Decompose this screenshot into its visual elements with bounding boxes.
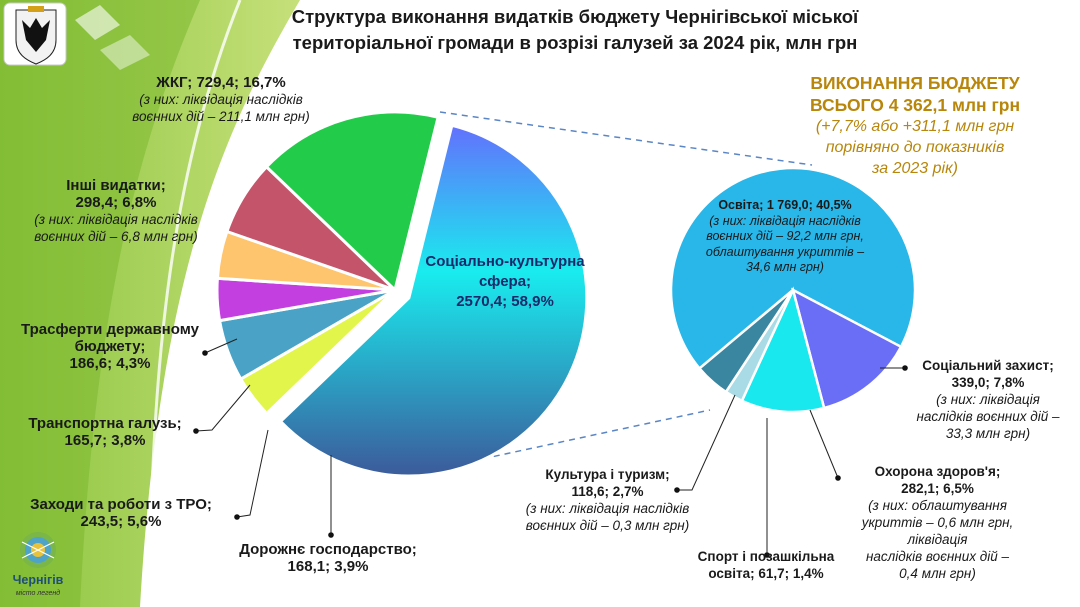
breakdown-slice-культура-і-туризм <box>697 289 795 394</box>
leader-dot <box>764 552 770 558</box>
logo-city-name: Чернігів <box>13 573 64 587</box>
pie-slice-жкг <box>264 110 440 293</box>
city-coat-of-arms <box>3 2 67 66</box>
main-pie <box>215 110 589 478</box>
connector-line <box>439 111 813 166</box>
leader-line <box>809 409 839 479</box>
budget-total-headline: ВИКОНАННЯ БЮДЖЕТУ ВСЬОГО 4 362,1 млн грн <box>809 73 1021 115</box>
label-leader-lines <box>193 338 908 558</box>
label-education: Освіта; 1 769,0; 40,5% (з них: ліквідаці… <box>705 198 865 274</box>
label-zhkg: ЖКГ; 729,4; 16,7% (з них: ліквідація нас… <box>132 74 310 124</box>
label-social-sphere: Соціально-культурна сфера; 2570,4; 58,9% <box>425 253 585 310</box>
label-culture: Культура і туризм; 118,6; 2,7% (з них: л… <box>525 467 690 533</box>
breakdown-slice-охорона-здоров-я <box>740 286 826 414</box>
leader-dot <box>328 532 334 538</box>
label-tro: Заходи та роботи з ТРО; 243,5; 5,6% <box>30 496 212 530</box>
page-title: Структура виконання видатків бюджету Чер… <box>291 6 859 53</box>
label-transport: Транспортна галузь; 165,7; 3,8% <box>28 415 182 449</box>
logo-slogan: місто легенд <box>16 589 60 597</box>
leader-dot <box>902 365 908 371</box>
leader-line <box>204 338 238 354</box>
leader-dot <box>202 350 208 356</box>
label-transfers: Трасферти державному бюджету; 186,6; 4,3… <box>21 321 199 372</box>
label-health: Охорона здоров'я; 282,1; 6,5% (з них: об… <box>861 464 1014 581</box>
leader-dot <box>835 475 841 481</box>
label-social-protection: Соціальний захист; 339,0; 7,8% (з них: л… <box>916 358 1060 441</box>
leader-line <box>195 384 251 432</box>
leader-dot <box>674 487 680 493</box>
leader-dot <box>234 514 240 520</box>
leader-dot <box>193 428 199 434</box>
budget-total-change: (+7,7% або +311,1 млн грн порівняно до п… <box>815 118 1015 177</box>
breakdown-slice-освіта <box>669 166 917 371</box>
label-other-expenses: Інші видатки; 298,4; 6,8% (з них: ліквід… <box>34 177 198 244</box>
leader-line <box>236 429 269 518</box>
city-logo: Чернігів місто легенд <box>13 532 64 597</box>
label-sport: Спорт і позашкільна освіта; 61,7; 1,4% <box>697 549 835 581</box>
budget-total-summary: ВИКОНАННЯ БЮДЖЕТУ ВСЬОГО 4 362,1 млн грн… <box>790 72 1040 179</box>
leader-line <box>677 394 736 491</box>
social-breakdown-pie <box>669 166 917 414</box>
label-roads: Дорожнє господарство; 168,1; 3,9% <box>239 541 417 575</box>
pie-slice-social-sphere <box>278 123 589 478</box>
breakdown-slice-соціальний-захист <box>791 287 903 410</box>
